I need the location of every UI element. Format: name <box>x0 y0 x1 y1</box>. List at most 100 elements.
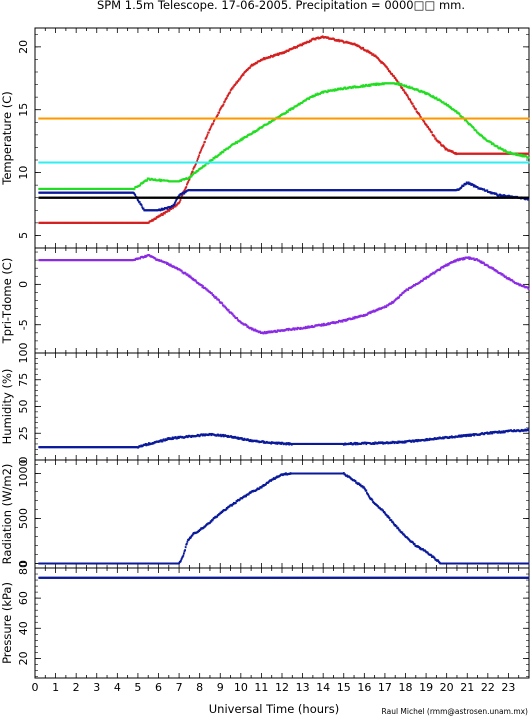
data-point <box>466 120 469 123</box>
data-point <box>200 147 203 150</box>
data-point <box>336 88 338 91</box>
y-tick-label: 15 <box>17 103 30 117</box>
y-axis-title-temperature: Temperature (C) <box>0 91 14 186</box>
series-temperature-green <box>38 82 530 191</box>
y-axis-title-tpri-tdome: Tpri-Tdome (C) <box>0 258 14 345</box>
data-point <box>308 97 311 100</box>
data-point <box>417 112 420 115</box>
data-point <box>465 182 467 185</box>
data-point <box>492 143 495 146</box>
data-point <box>133 187 136 190</box>
data-point <box>163 212 166 215</box>
data-point <box>180 179 183 182</box>
data-point <box>499 193 502 196</box>
data-point <box>425 124 428 127</box>
data-point <box>168 209 171 212</box>
data-point <box>242 73 245 76</box>
data-point <box>141 182 143 185</box>
data-point <box>183 192 186 195</box>
data-point <box>204 137 207 140</box>
data-point <box>234 142 237 145</box>
data-point <box>186 182 189 185</box>
series-temperature-navy <box>38 181 530 212</box>
data-point <box>187 180 190 183</box>
data-point <box>213 120 215 123</box>
data-point <box>179 199 182 202</box>
series-temperature-cyan <box>38 161 530 164</box>
data-point <box>224 149 227 152</box>
panel-frame-tpri-tdome <box>34 247 530 354</box>
data-point <box>368 50 371 53</box>
data-point <box>497 194 500 197</box>
data-point <box>241 74 244 77</box>
data-point <box>409 98 412 101</box>
data-point <box>414 108 417 111</box>
data-point <box>232 85 235 88</box>
data-point <box>509 151 512 154</box>
data-point <box>223 100 226 103</box>
data-point <box>401 87 404 90</box>
data-point <box>342 40 345 43</box>
data-point <box>527 152 530 155</box>
data-point <box>433 135 436 138</box>
data-point <box>178 194 181 197</box>
data-point <box>193 165 196 168</box>
data-point <box>225 96 228 99</box>
data-point <box>479 133 482 136</box>
data-point <box>227 92 230 95</box>
data-point <box>455 110 458 113</box>
data-point <box>380 83 383 86</box>
data-point <box>413 106 416 109</box>
data-point <box>316 92 319 95</box>
data-point <box>453 109 456 112</box>
data-point <box>429 128 431 131</box>
data-point <box>150 219 153 222</box>
data-point <box>157 215 160 218</box>
data-point <box>456 111 459 114</box>
data-point <box>200 149 202 152</box>
data-point <box>285 112 287 115</box>
data-point <box>467 121 469 124</box>
data-point <box>183 189 186 192</box>
data-point <box>337 38 340 41</box>
data-point <box>159 180 162 183</box>
data-point <box>292 107 295 110</box>
data-point <box>190 175 193 178</box>
data-point <box>209 126 212 129</box>
data-point <box>240 139 243 142</box>
data-point <box>222 150 225 153</box>
data-point <box>482 136 485 139</box>
data-point <box>216 114 219 117</box>
data-point <box>256 129 259 132</box>
data-point <box>172 207 174 210</box>
data-point <box>196 157 199 160</box>
data-point <box>241 138 244 141</box>
data-point <box>367 83 370 86</box>
data-point <box>377 58 380 61</box>
data-point <box>222 103 225 106</box>
data-point <box>368 84 371 87</box>
data-point <box>227 147 229 150</box>
data-point <box>271 119 274 122</box>
data-point <box>423 120 426 123</box>
y-tick-label: 5 <box>17 232 30 239</box>
data-point <box>439 141 442 144</box>
data-point <box>396 82 399 85</box>
data-point <box>246 135 249 138</box>
data-point <box>186 183 188 186</box>
data-point <box>527 196 530 199</box>
data-point <box>238 140 241 143</box>
data-point <box>184 188 186 191</box>
data-point <box>198 151 201 154</box>
data-point <box>405 84 408 87</box>
data-point <box>148 221 150 224</box>
data-point <box>429 93 431 96</box>
data-point <box>180 195 183 198</box>
data-point <box>520 153 523 156</box>
data-point <box>270 120 273 123</box>
data-point <box>374 83 376 86</box>
series-temperature-black <box>38 196 530 199</box>
data-point <box>312 95 314 98</box>
data-point <box>418 114 421 117</box>
